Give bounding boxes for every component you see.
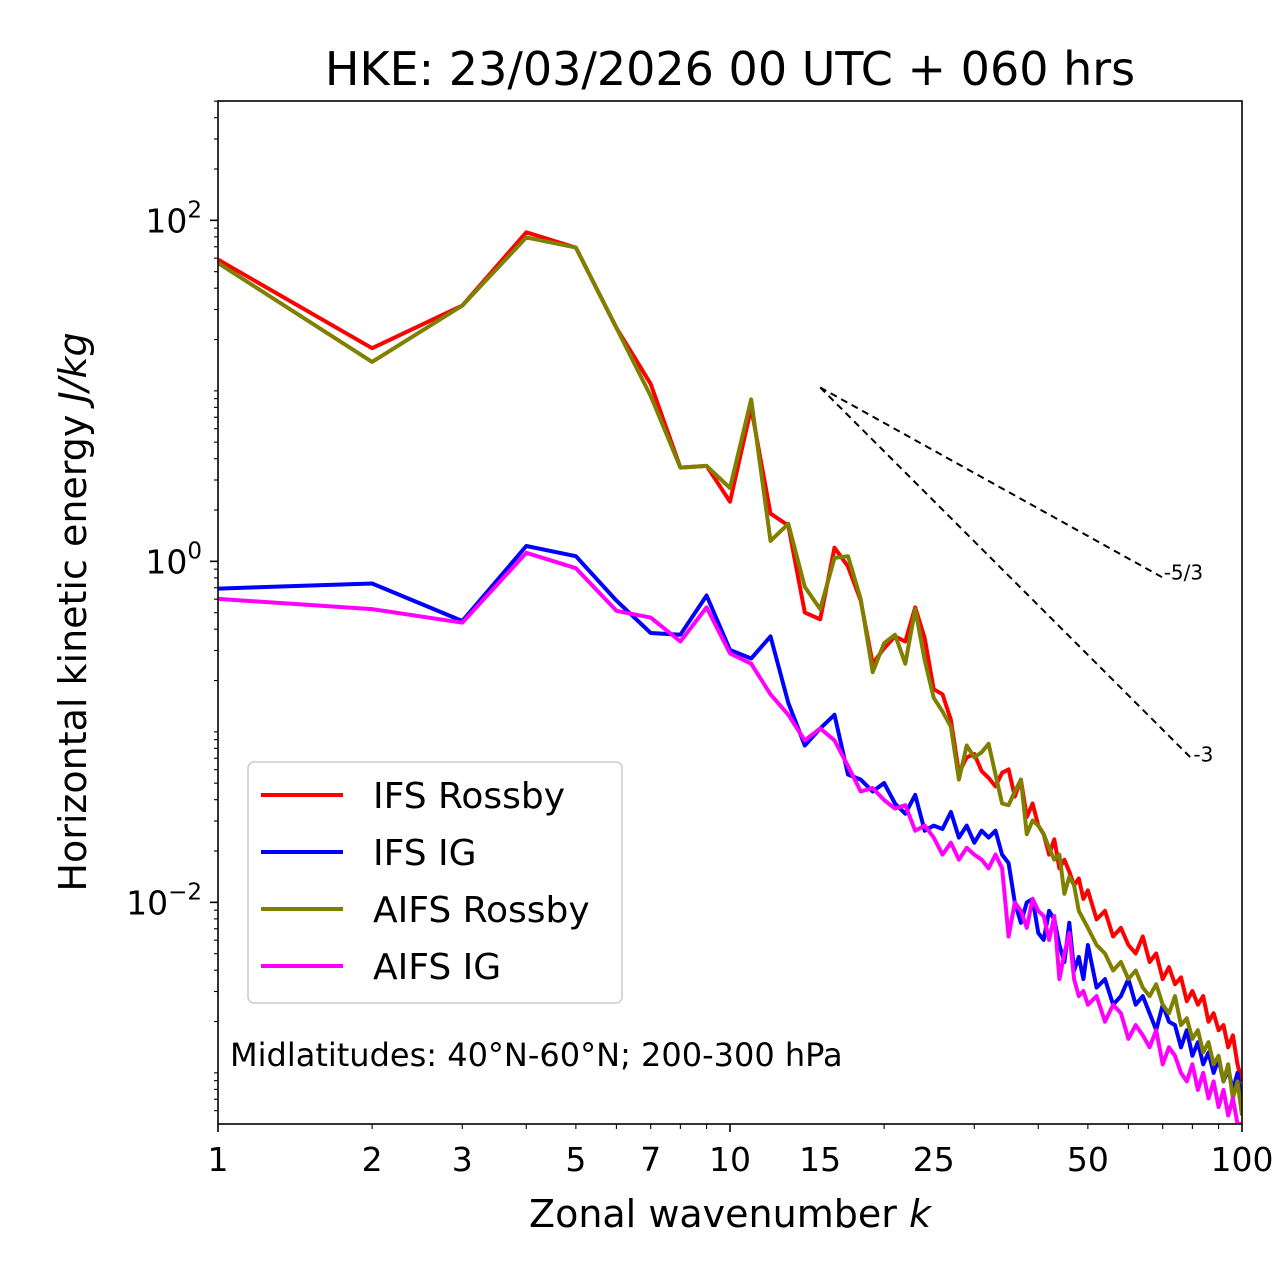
x-tick-label: 50: [1067, 1140, 1109, 1179]
x-tick-label: 7: [640, 1140, 661, 1179]
x-axis-ticks: 1 2 3 5 7 10 15 25 50 100: [208, 1124, 1274, 1179]
reference-slopes: -5/3 -3: [819, 386, 1213, 766]
x-tick-label: 3: [452, 1140, 473, 1179]
series-line-aifs-ig: [218, 550, 1242, 1124]
x-tick-label: 2: [362, 1140, 383, 1179]
x-tick-label: 100: [1211, 1140, 1274, 1179]
x-tick-label: 25: [913, 1140, 955, 1179]
y-tick-label: 100: [145, 538, 202, 581]
legend-label-aifs-ig: AIFS IG: [373, 947, 501, 988]
legend-label-ifs-ig: IFS IG: [373, 833, 477, 874]
plot-frame: [217, 100, 1243, 1125]
legend-label-aifs-rossby: AIFS Rossby: [373, 890, 590, 931]
y-axis-label: Horizontal kinetic energy J/kg: [51, 332, 95, 891]
x-axis-label: Zonal wavenumber k: [529, 1192, 933, 1236]
x-tick-label: 5: [565, 1140, 586, 1179]
y-tick-label: 10−2: [126, 879, 202, 922]
x-tick-label: 1: [208, 1140, 229, 1179]
x-tick-label: 15: [799, 1140, 841, 1179]
series-line-aifs-rossby: [218, 235, 1242, 1116]
slope-line-3: [819, 386, 1194, 761]
x-tick-label: 10: [709, 1140, 751, 1179]
series-layer: [218, 230, 1242, 1124]
legend-box: [247, 761, 623, 1004]
region-annotation: Midlatitudes: 40°N-60°N; 200-300 hPa: [230, 1036, 843, 1074]
y-axis-ticks: 102 100 10−2: [126, 100, 218, 1112]
slope-line-5-3: [819, 386, 1164, 579]
slope-label-5-3: -5/3: [1164, 561, 1203, 585]
legend-label-ifs-rossby: IFS Rossby: [373, 776, 565, 817]
legend: IFS Rossby IFS IG AIFS Rossby AIFS IG: [247, 761, 623, 1004]
slope-label-3: -3: [1193, 742, 1213, 766]
chart-title: HKE: 23/03/2026 00 UTC + 060 hrs: [325, 42, 1135, 96]
y-tick-label: 102: [145, 197, 202, 240]
series-line-ifs-ig: [218, 544, 1242, 1108]
